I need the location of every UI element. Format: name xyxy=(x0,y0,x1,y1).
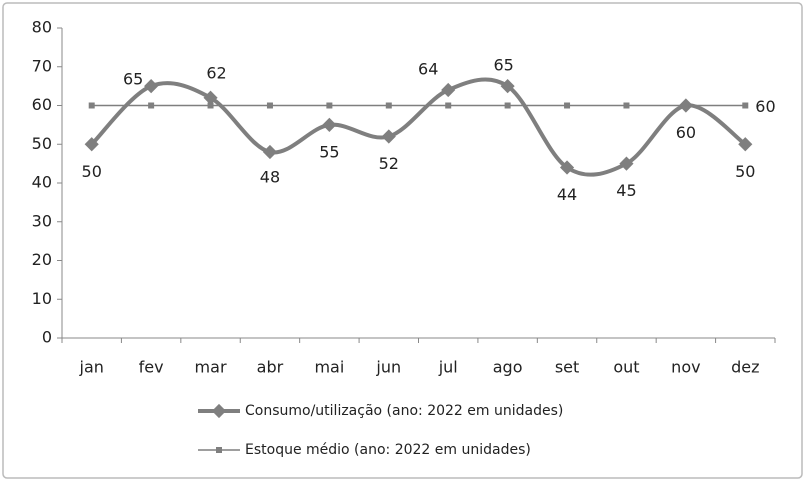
x-tick-label: ago xyxy=(493,358,523,377)
data-label: 48 xyxy=(260,168,280,187)
marker xyxy=(266,102,273,109)
data-label: 64 xyxy=(418,60,438,79)
data-label: 65 xyxy=(493,56,513,75)
marker xyxy=(381,129,396,144)
data-label: 60 xyxy=(755,97,775,116)
legend-marker xyxy=(211,403,227,419)
data-label: 65 xyxy=(123,70,143,89)
marker xyxy=(262,144,278,160)
marker xyxy=(207,102,214,109)
marker xyxy=(504,102,511,109)
y-tick-label: 40 xyxy=(32,173,52,192)
marker xyxy=(445,102,452,109)
marker xyxy=(385,102,392,109)
data-label: 55 xyxy=(319,142,339,161)
x-tick-label: out xyxy=(613,358,639,377)
marker xyxy=(682,102,689,109)
y-tick-label: 60 xyxy=(32,95,52,114)
y-tick-label: 70 xyxy=(32,56,52,75)
data-label: 50 xyxy=(82,162,102,181)
marker xyxy=(441,82,456,98)
marker xyxy=(619,156,634,171)
data-label: 52 xyxy=(379,154,399,173)
data-label: 45 xyxy=(616,181,636,200)
marker xyxy=(148,102,155,109)
data-label: 60 xyxy=(676,123,696,142)
x-tick-label: jun xyxy=(375,358,401,377)
marker xyxy=(500,79,515,94)
y-tick-label: 50 xyxy=(32,134,52,153)
y-tick-label: 30 xyxy=(32,211,52,230)
x-tick-label: dez xyxy=(731,358,759,377)
y-tick-label: 0 xyxy=(42,328,52,347)
x-tick-label: mai xyxy=(314,358,344,377)
x-tick-label: jul xyxy=(438,358,458,377)
x-tick-label: fev xyxy=(139,358,164,377)
marker xyxy=(559,160,575,175)
x-tick-label: mar xyxy=(195,358,227,377)
y-tick-label: 10 xyxy=(32,289,52,308)
y-tick-label: 80 xyxy=(32,18,52,37)
legend-marker xyxy=(216,447,222,453)
marker xyxy=(564,102,571,109)
marker xyxy=(742,102,749,109)
marker xyxy=(738,137,753,152)
marker xyxy=(326,102,333,109)
data-label: 44 xyxy=(557,185,577,204)
y-tick-label: 20 xyxy=(32,250,52,269)
x-tick-label: abr xyxy=(257,358,284,377)
x-tick-label: set xyxy=(555,358,579,377)
marker xyxy=(88,102,95,109)
data-label: 50 xyxy=(735,162,755,181)
series-line xyxy=(90,77,747,177)
marker xyxy=(322,117,337,132)
data-label: 62 xyxy=(206,63,226,82)
x-tick-label: jan xyxy=(79,358,104,377)
marker xyxy=(623,102,630,109)
legend-label: Estoque médio (ano: 2022 em unidades) xyxy=(245,442,531,458)
legend-label: Consumo/utilização (ano: 2022 em unidade… xyxy=(245,403,563,419)
x-tick-label: nov xyxy=(671,358,700,377)
